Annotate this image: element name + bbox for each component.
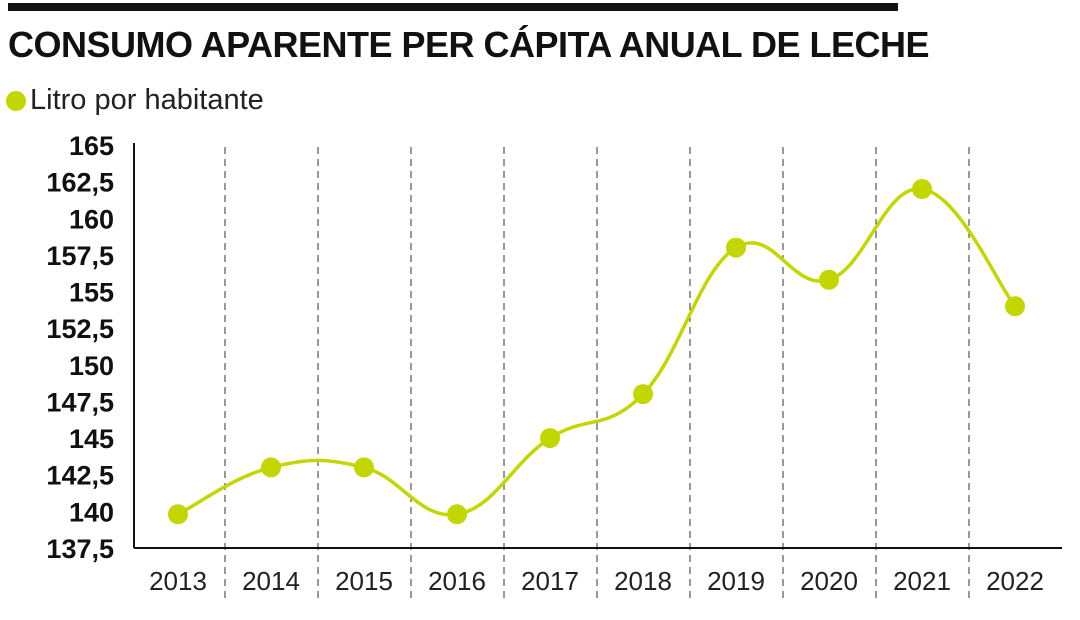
x-tick-label: 2021 — [893, 566, 951, 596]
y-tick-label: 150 — [69, 351, 114, 381]
x-tick-label: 2013 — [149, 566, 207, 596]
y-tick-label: 137,5 — [46, 534, 114, 564]
x-tick-label: 2020 — [800, 566, 858, 596]
data-point — [819, 269, 839, 290]
x-tick-label: 2016 — [428, 566, 486, 596]
legend-marker — [6, 90, 26, 111]
y-tick-labels: 165 162,5 160 157,5 155 152,5 150 147,5 145 142,5… — [46, 131, 114, 564]
top-rule — [8, 3, 898, 11]
y-tick-label: 165 — [69, 131, 114, 161]
x-tick-label: 2018 — [614, 566, 672, 596]
data-point — [540, 428, 560, 449]
data-point — [912, 179, 932, 199]
x-tick-labels: 2013 2014 2015 2016 2017 2018 2019 2020 2021 2022 — [149, 566, 1044, 596]
data-point — [1005, 296, 1025, 317]
y-tick-label: 145 — [69, 424, 114, 454]
y-tick-label: 140 — [69, 497, 114, 527]
axes — [133, 143, 1062, 549]
x-tick-label: 2019 — [707, 566, 765, 596]
y-tick-label: 162,5 — [46, 168, 114, 198]
legend-label: Litro por habitante — [30, 84, 264, 116]
grid-lines — [224, 147, 970, 598]
series-line — [176, 187, 1017, 517]
chart-title: CONSUMO APARENTE PER CÁPITA ANUAL DE LEC… — [8, 24, 930, 65]
data-points — [168, 179, 1025, 525]
x-tick-label: 2017 — [521, 566, 579, 596]
data-point — [168, 504, 188, 525]
data-point — [354, 457, 374, 478]
y-tick-label: 142,5 — [46, 461, 114, 491]
x-tick-label: 2015 — [335, 566, 393, 596]
legend: Litro por habitante — [6, 84, 264, 117]
x-tick-label: 2014 — [242, 566, 300, 596]
y-tick-label: 160 — [69, 204, 114, 234]
data-point — [633, 384, 653, 405]
y-tick-label: 152,5 — [46, 314, 114, 344]
data-point — [726, 237, 746, 258]
y-tick-label: 155 — [69, 278, 114, 308]
data-point — [261, 457, 281, 478]
series-line-group — [176, 187, 1017, 517]
data-point — [447, 504, 467, 525]
y-tick-label: 157,5 — [46, 241, 114, 271]
y-tick-label: 147,5 — [46, 387, 114, 417]
x-tick-label: 2022 — [986, 566, 1044, 596]
